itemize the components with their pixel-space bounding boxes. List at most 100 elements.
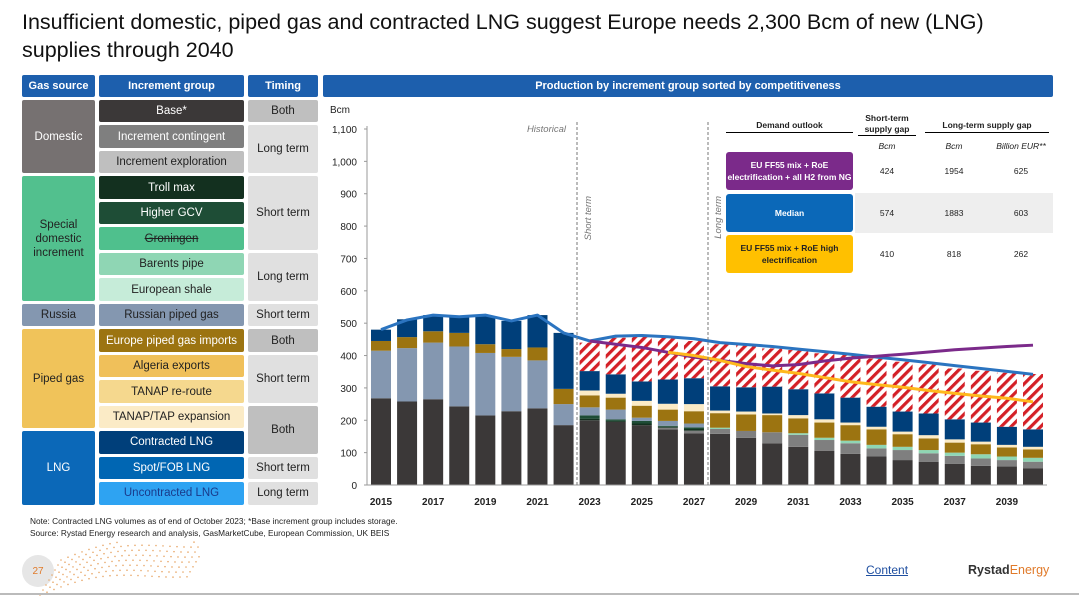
bar-segment	[996, 460, 1017, 467]
bar-segment	[475, 352, 496, 416]
bar-segment	[944, 463, 965, 485]
bar-segment	[423, 315, 444, 332]
x-tick-label: 2023	[579, 497, 602, 508]
bar-segment	[892, 450, 913, 461]
bar-segment	[683, 404, 704, 412]
bottom-rule	[0, 593, 1079, 595]
gas-source-1: Special domestic increment	[22, 176, 95, 301]
gap-value-long-bcm: 1883	[944, 208, 964, 218]
short-term-gap-header: Short-term supply gap	[858, 113, 916, 136]
bar-segment	[475, 316, 496, 345]
y-tick-label: 1,100	[332, 125, 357, 136]
bar-segment	[397, 348, 418, 402]
bar-segment	[840, 425, 861, 441]
bar-segment	[423, 399, 444, 485]
bar-segment	[605, 421, 626, 485]
y-tick-label: 300	[340, 384, 357, 395]
bar-segment	[397, 337, 418, 349]
bar-segment	[814, 450, 835, 485]
rystad-energy-logo: RystadEnergy	[968, 563, 1049, 577]
increment-group-item: Contracted LNG	[99, 431, 244, 454]
increment-group-item: Barents pipe	[99, 252, 244, 276]
y-tick-label: 900	[340, 190, 357, 201]
increment-group-item: Spot/FOB LNG	[99, 456, 244, 480]
gas-source-2: Russia	[22, 303, 95, 327]
bar-segment	[1023, 449, 1043, 458]
bar-segment	[814, 393, 835, 420]
demand-line	[667, 350, 1034, 404]
bar-segment	[866, 406, 887, 427]
bar-segment	[944, 452, 965, 456]
bar-segment	[762, 432, 783, 444]
increment-legend-table: Gas source Increment group Timing Domest…	[22, 75, 319, 505]
bar-segment	[814, 422, 835, 438]
demand-line	[380, 313, 1034, 376]
increment-group-item: Increment contingent	[99, 125, 244, 148]
y-tick-label: 800	[340, 222, 357, 233]
bar-segment	[736, 430, 757, 438]
bar-segment	[657, 337, 678, 380]
timing-cell: Long term	[248, 125, 318, 174]
bar-segment	[449, 346, 470, 407]
bar-segment	[866, 444, 887, 449]
gas-source-0: Domestic	[22, 99, 95, 174]
bar-segment	[788, 350, 809, 390]
bar-segment	[710, 433, 731, 485]
bar-segment	[657, 426, 678, 428]
bar-segment	[631, 400, 652, 406]
bar-segment	[840, 397, 861, 423]
bar-segment	[996, 456, 1017, 461]
bar-segment	[970, 444, 991, 455]
bar-segment	[475, 415, 496, 485]
bar-segment	[996, 444, 1017, 448]
bar-segment	[1023, 446, 1043, 450]
bar-segment	[657, 409, 678, 421]
bar-segment	[683, 340, 704, 379]
bar-segment	[527, 360, 548, 409]
content-link[interactable]: Content	[866, 563, 909, 577]
x-tick-label: 2037	[944, 497, 967, 508]
bar-segment	[527, 315, 548, 348]
bar-segment	[579, 390, 600, 396]
source-note: Source: Rystad Energy research and analy…	[30, 528, 390, 538]
bar-segment	[683, 430, 704, 434]
bar-segment	[970, 422, 991, 442]
timing-cell: Long term	[248, 482, 318, 505]
bar-segment	[710, 427, 731, 430]
bar-segment	[814, 353, 835, 394]
x-tick-label: 2025	[631, 497, 654, 508]
bar-segment	[631, 381, 652, 401]
bar-segment	[1023, 468, 1043, 485]
x-tick-label: 2017	[422, 497, 445, 508]
bar-segment	[788, 389, 809, 416]
bar-segment	[553, 388, 574, 405]
bar-segment	[579, 420, 600, 485]
bar-segment	[683, 427, 704, 430]
bar-segment	[762, 443, 783, 485]
short-term-annotation: Short term	[583, 196, 594, 240]
y-tick-label: 100	[340, 449, 357, 460]
page-number: 27	[22, 555, 54, 587]
bar-segment	[996, 426, 1017, 445]
bar-segment	[840, 443, 861, 454]
increment-group-item: Higher GCV	[99, 201, 244, 225]
y-tick-label: 500	[340, 319, 357, 330]
bar-segment	[840, 354, 861, 398]
bar-segment	[371, 340, 391, 351]
increment-group-item: European shale	[99, 278, 244, 301]
gas-source-4: LNG	[22, 431, 95, 505]
increment-group-item: TANAP re-route	[99, 380, 244, 403]
y-tick-label: 1,000	[332, 157, 357, 168]
bar-segment	[553, 404, 574, 426]
bar-segment	[866, 429, 887, 445]
gap-value-long-eur: 262	[1013, 249, 1029, 259]
historical-annotation: Historical	[527, 124, 567, 135]
bar-segment	[918, 364, 939, 414]
bar-segment	[449, 332, 470, 347]
bar-segment	[866, 448, 887, 457]
timing-cell: Both	[248, 99, 318, 123]
y-tick-label: 600	[340, 287, 357, 298]
bar-segment	[553, 425, 574, 485]
bar-segment	[657, 425, 678, 427]
